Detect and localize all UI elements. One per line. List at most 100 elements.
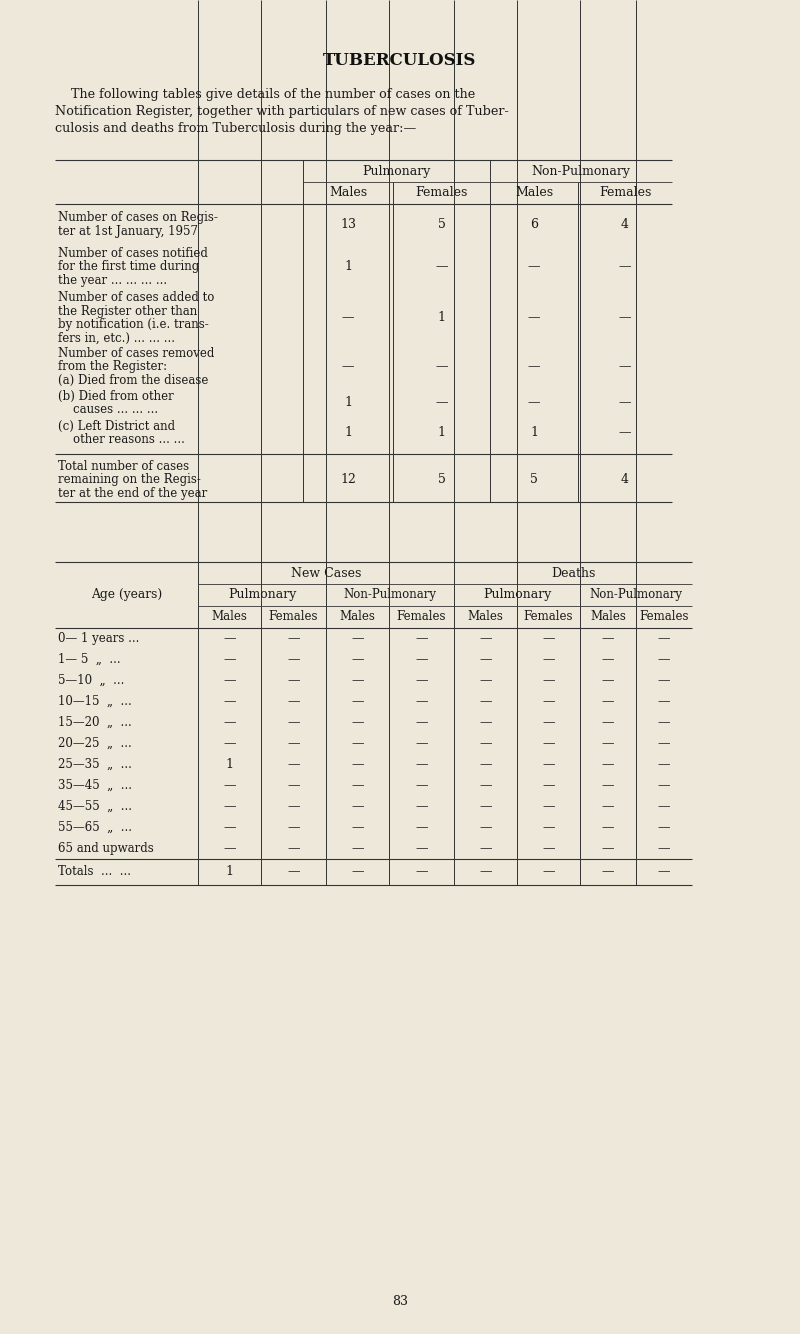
Text: Females: Females [639, 610, 689, 623]
Text: (b) Died from other: (b) Died from other [58, 390, 174, 403]
Text: —: — [602, 654, 614, 666]
Text: 5: 5 [438, 474, 446, 486]
Text: —: — [528, 311, 540, 324]
Text: Notification Register, together with particulars of new cases of Tuber-: Notification Register, together with par… [55, 105, 509, 117]
Text: causes ... ... ...: causes ... ... ... [58, 403, 158, 416]
Text: 1: 1 [438, 426, 446, 439]
Text: —: — [287, 695, 300, 708]
Text: Totals  ...  ...: Totals ... ... [58, 864, 131, 878]
Text: —: — [479, 820, 492, 834]
Text: —: — [415, 758, 428, 771]
Text: —: — [479, 674, 492, 687]
Text: —: — [602, 842, 614, 855]
Text: Males: Males [211, 610, 247, 623]
Text: —: — [351, 864, 364, 878]
Text: Females: Females [397, 610, 446, 623]
Text: —: — [287, 632, 300, 646]
Text: —: — [351, 695, 364, 708]
Text: ter at 1st January, 1957: ter at 1st January, 1957 [58, 225, 198, 237]
Text: —: — [287, 842, 300, 855]
Text: —: — [223, 736, 236, 750]
Text: 13: 13 [340, 217, 356, 231]
Text: 55—65  „  ...: 55—65 „ ... [58, 820, 132, 834]
Text: —: — [351, 820, 364, 834]
Text: —: — [542, 820, 554, 834]
Text: 6: 6 [530, 217, 538, 231]
Text: —: — [542, 842, 554, 855]
Text: —: — [658, 654, 670, 666]
Text: —: — [351, 736, 364, 750]
Text: —: — [479, 758, 492, 771]
Text: —: — [287, 800, 300, 812]
Text: —: — [542, 779, 554, 792]
Text: —: — [415, 864, 428, 878]
Text: 1— 5  „  ...: 1— 5 „ ... [58, 654, 121, 666]
Text: —: — [479, 695, 492, 708]
Text: —: — [415, 695, 428, 708]
Text: —: — [287, 779, 300, 792]
Text: Males: Males [590, 610, 626, 623]
Text: Pulmonary: Pulmonary [483, 588, 551, 602]
Text: —: — [351, 800, 364, 812]
Text: —: — [479, 842, 492, 855]
Text: 15—20  „  ...: 15—20 „ ... [58, 716, 132, 728]
Text: Males: Males [329, 185, 367, 199]
Text: Females: Females [524, 610, 574, 623]
Text: —: — [618, 396, 631, 410]
Text: Non-Pulmonary: Non-Pulmonary [343, 588, 437, 602]
Text: —: — [658, 716, 670, 728]
Text: 1: 1 [344, 260, 352, 273]
Text: —: — [618, 360, 631, 374]
Text: Females: Females [415, 185, 468, 199]
Text: —: — [223, 674, 236, 687]
Text: the year ... ... ... ...: the year ... ... ... ... [58, 273, 167, 287]
Text: —: — [542, 758, 554, 771]
Text: ter at the end of the year: ter at the end of the year [58, 487, 207, 500]
Text: —: — [618, 260, 631, 273]
Text: Males: Males [515, 185, 553, 199]
Text: —: — [479, 716, 492, 728]
Text: —: — [415, 674, 428, 687]
Text: Number of cases added to: Number of cases added to [58, 291, 214, 304]
Text: —: — [287, 758, 300, 771]
Text: 4: 4 [621, 474, 629, 486]
Text: Females: Females [599, 185, 651, 199]
Text: 1: 1 [530, 426, 538, 439]
Text: —: — [351, 842, 364, 855]
Text: Pulmonary: Pulmonary [228, 588, 296, 602]
Text: —: — [542, 800, 554, 812]
Text: —: — [602, 716, 614, 728]
Text: —: — [287, 820, 300, 834]
Text: 4: 4 [621, 217, 629, 231]
Text: Number of cases removed: Number of cases removed [58, 347, 214, 360]
Text: —: — [223, 632, 236, 646]
Text: —: — [351, 632, 364, 646]
Text: —: — [223, 800, 236, 812]
Text: —: — [618, 426, 631, 439]
Text: —: — [602, 695, 614, 708]
Text: 65 and upwards: 65 and upwards [58, 842, 154, 855]
Text: Non-Pulmonary: Non-Pulmonary [590, 588, 682, 602]
Text: —: — [287, 864, 300, 878]
Text: 1: 1 [344, 426, 352, 439]
Text: —: — [602, 674, 614, 687]
Text: 35—45  „  ...: 35—45 „ ... [58, 779, 132, 792]
Text: —: — [479, 736, 492, 750]
Text: —: — [223, 820, 236, 834]
Text: 45—55  „  ...: 45—55 „ ... [58, 800, 132, 812]
Text: —: — [602, 632, 614, 646]
Text: —: — [479, 864, 492, 878]
Text: —: — [602, 800, 614, 812]
Text: —: — [287, 674, 300, 687]
Text: —: — [542, 654, 554, 666]
Text: Males: Males [467, 610, 503, 623]
Text: Pulmonary: Pulmonary [362, 165, 430, 177]
Text: 5: 5 [530, 474, 538, 486]
Text: —: — [658, 695, 670, 708]
Text: —: — [223, 695, 236, 708]
Text: —: — [479, 800, 492, 812]
Text: —: — [658, 758, 670, 771]
Text: for the first time during: for the first time during [58, 260, 199, 273]
Text: Age (years): Age (years) [91, 588, 162, 602]
Text: 1: 1 [344, 396, 352, 410]
